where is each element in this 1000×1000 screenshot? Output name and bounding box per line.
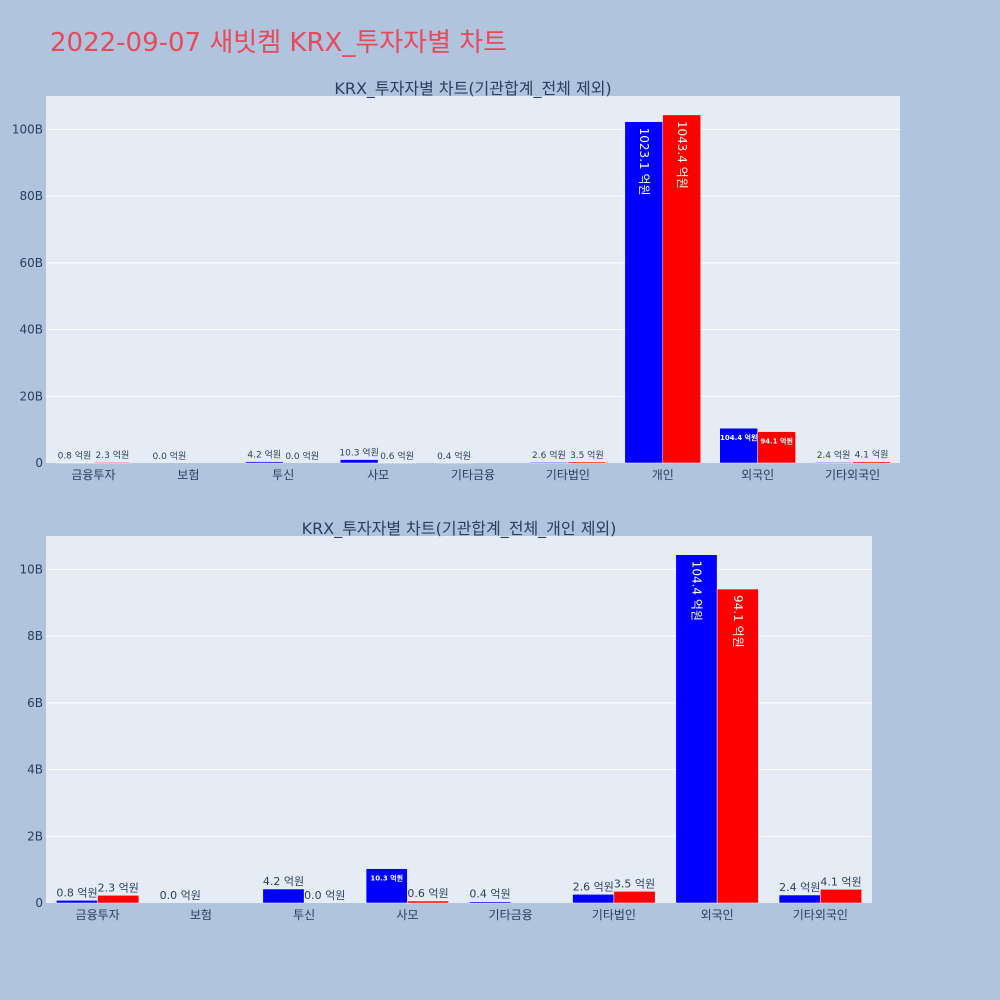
y-tick-label: 20B [19, 389, 43, 403]
chart-title: KRX_투자자별 차트(기관합계_전체_개인 제외) [302, 519, 617, 539]
x-tick-label: 투신 [293, 908, 315, 922]
x-tick-label: 보험 [190, 908, 212, 922]
y-tick-label: 0 [35, 896, 43, 910]
y-tick-label: 80B [19, 189, 43, 203]
page-title: 2022-09-07 새빗켐 KRX_투자자별 차트 [50, 28, 508, 58]
bar-value-label: 0.8 억원 [58, 450, 92, 462]
bar [675, 554, 718, 904]
bar [365, 868, 408, 904]
chart-investor-excl-individual: 0 2B 4B 6B 8B 10B KRX_투자자별 차트(기관합계_전체_개인 제외) 금융… [19, 519, 872, 922]
bar-value-label: 0.8 억원 [56, 886, 97, 899]
bar-value-label: 94.1 억원 [760, 437, 793, 446]
bar-value-label: 104.4 억원 [720, 433, 757, 442]
x-tick-label: 외국인 [701, 908, 734, 922]
bar [567, 461, 607, 464]
bar [852, 461, 891, 464]
bar [814, 461, 853, 464]
bar-value-label: 94.1 억원 [731, 595, 745, 648]
bar [97, 895, 140, 904]
bar-value-label: 2.6 억원 [532, 449, 566, 461]
bar-value-label: 1023.1 억원 [637, 128, 651, 196]
bar [613, 891, 656, 904]
bar-value-label: 104.4 억원 [689, 561, 703, 621]
bar-value-label: 2.4 억원 [779, 881, 820, 894]
y-tick-label: 6B [27, 696, 43, 710]
y-tick-label: 10B [19, 562, 43, 576]
y-tick-label: 100B [12, 122, 43, 136]
x-tick-label: 기타외국인 [825, 468, 880, 482]
chart-investor-all: 0 20B 40B 60B 80B 100B KRX_투자자별 차트(기관합계_전체 제외)… [12, 79, 900, 482]
bar-value-label: 0.4 억원 [437, 450, 471, 462]
bar-value-label: 0.0 억원 [152, 450, 186, 462]
bar [662, 114, 701, 464]
bar-value-label: 2.3 억원 [96, 449, 130, 461]
bar-value-label: 0.0 억원 [285, 450, 319, 462]
bar [245, 461, 284, 464]
bar-value-label: 10.3 억원 [339, 447, 378, 459]
bar [624, 121, 664, 464]
y-tick-label: 2B [27, 829, 43, 843]
x-tick-label: 기타금융 [451, 468, 495, 482]
bar [529, 461, 569, 464]
bar-value-label: 10.3 억원 [370, 874, 403, 883]
y-tick-label: 8B [27, 629, 43, 643]
bar [820, 889, 862, 904]
bar-value-label: 4.1 억원 [855, 449, 889, 461]
x-tick-label: 사모 [367, 468, 389, 482]
x-tick-label: 보험 [177, 468, 199, 482]
x-tick-label: 금융투자 [76, 908, 120, 922]
x-tick-label: 투신 [272, 468, 294, 482]
x-tick-label: 외국인 [741, 468, 774, 482]
y-tick-label: 60B [19, 256, 43, 270]
bar-value-label: 4.2 억원 [247, 449, 281, 461]
bar-value-label: 1043.4 억원 [675, 121, 689, 189]
x-tick-label: 기타금융 [489, 908, 533, 922]
bar [407, 900, 449, 904]
y-tick-label: 4B [27, 763, 43, 777]
bar [572, 894, 615, 904]
bar-value-label: 4.2 억원 [263, 875, 304, 888]
x-tick-label: 개인 [652, 468, 674, 482]
bar [56, 900, 98, 904]
x-tick-label: 금융투자 [71, 468, 115, 482]
bar-value-label: 4.1 억원 [820, 875, 861, 888]
bar-value-label: 2.6 억원 [573, 880, 614, 893]
chart-title: KRX_투자자별 차트(기관합계_전체 제외) [334, 79, 611, 99]
bar [778, 894, 821, 904]
bar [93, 461, 132, 464]
bar [339, 459, 379, 464]
x-tick-label: 기타법인 [546, 468, 590, 482]
bar-value-label: 2.3 억원 [98, 881, 139, 894]
x-tick-label: 사모 [396, 908, 418, 922]
bar-value-label: 0.0 억원 [160, 889, 201, 902]
bar-value-label: 3.5 억원 [570, 449, 604, 461]
x-tick-label: 기타법인 [592, 908, 636, 922]
bar [719, 427, 758, 464]
bar-value-label: 0.0 억원 [304, 889, 345, 902]
bar-value-label: 0.6 억원 [380, 450, 414, 462]
bar [757, 431, 796, 464]
y-tick-label: 40B [19, 323, 43, 337]
x-tick-label: 기타외국인 [793, 908, 848, 922]
bar-value-label: 2.4 억원 [817, 449, 851, 461]
y-tick-label: 0 [35, 456, 43, 470]
bar [716, 588, 759, 904]
plot-area [46, 96, 900, 463]
bar [262, 888, 305, 904]
bar [469, 901, 511, 904]
bar-value-label: 0.4 억원 [469, 888, 510, 901]
bar-value-label: 3.5 억원 [614, 877, 655, 890]
bar-value-label: 0.6 억원 [407, 887, 448, 900]
